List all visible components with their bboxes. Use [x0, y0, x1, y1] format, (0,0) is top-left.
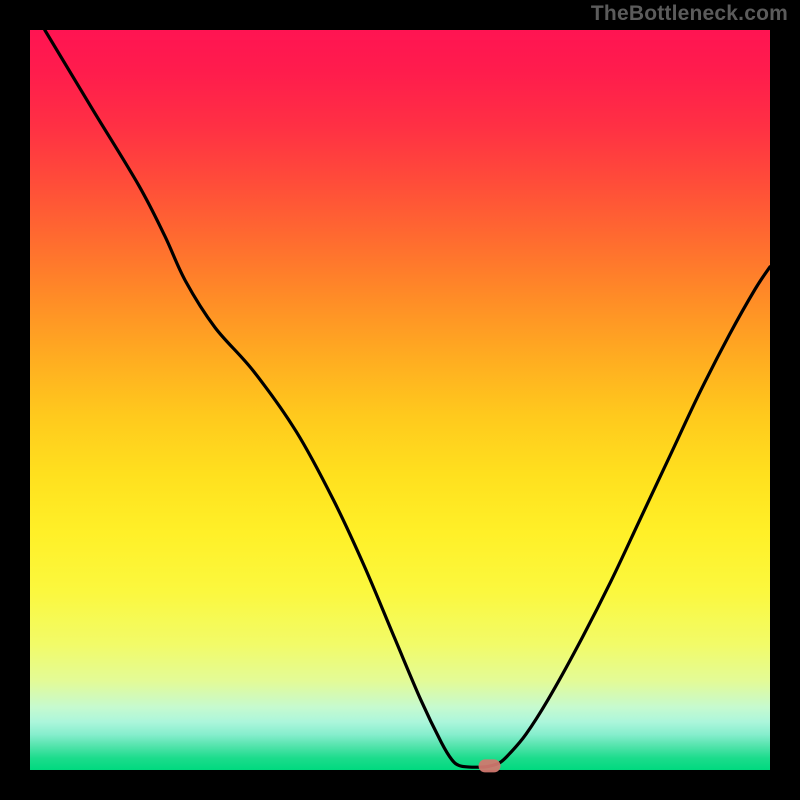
bottleneck-chart [0, 0, 800, 800]
chart-gradient-background [30, 30, 770, 770]
optimal-point-marker [479, 759, 501, 772]
chart-stage: TheBottleneck.com [0, 0, 800, 800]
attribution-text: TheBottleneck.com [591, 2, 788, 26]
